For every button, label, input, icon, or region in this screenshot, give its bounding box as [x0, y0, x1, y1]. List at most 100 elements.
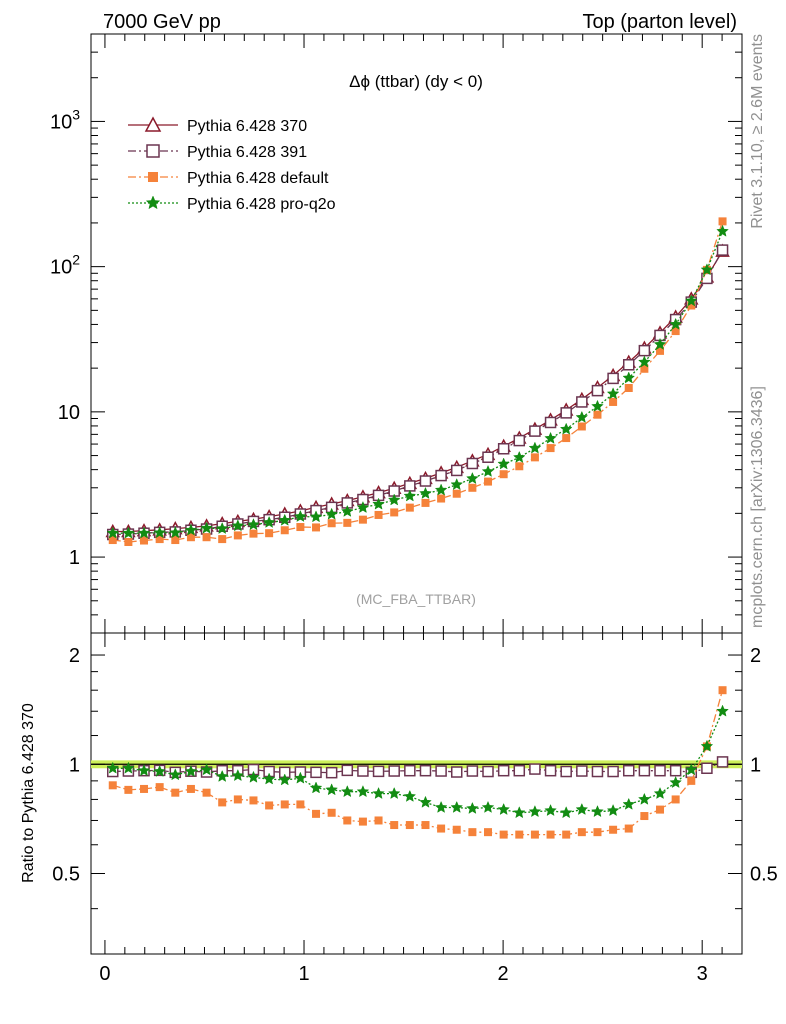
- data-point: [653, 786, 667, 800]
- data-point: [153, 764, 166, 777]
- data-point: [499, 830, 508, 839]
- data-point: [656, 805, 665, 814]
- data-point: [155, 535, 164, 544]
- data-point: [325, 783, 338, 796]
- data-point: [357, 765, 369, 777]
- data-point: [716, 224, 729, 237]
- data-point: [530, 830, 539, 839]
- data-point: [124, 785, 133, 794]
- data-point: [388, 765, 400, 777]
- data-point: [622, 797, 636, 810]
- data-point: [312, 809, 321, 818]
- data-point: [218, 798, 227, 807]
- ratio-reference-band: [91, 760, 742, 769]
- mcplots-label: mcplots.cern.ch [arXiv:1306.3436]: [749, 386, 766, 628]
- data-point: [262, 772, 276, 785]
- data-point: [171, 536, 180, 545]
- data-point: [200, 521, 213, 534]
- ratio-axis-label: Ratio to Pythia 6.428 370: [20, 703, 37, 883]
- data-point: [466, 457, 479, 470]
- data-point: [624, 824, 633, 833]
- data-point: [186, 784, 195, 793]
- series-line: [112, 249, 724, 536]
- data-point: [638, 355, 651, 368]
- data-point: [638, 792, 651, 805]
- data-point: [421, 821, 430, 830]
- data-point: [562, 830, 571, 839]
- data-point: [576, 396, 588, 408]
- series-line: [112, 250, 724, 533]
- data-point: [497, 443, 510, 455]
- data-point: [434, 483, 448, 496]
- data-point: [434, 800, 448, 813]
- data-point: [122, 526, 135, 539]
- data-point: [562, 434, 571, 443]
- data-point: [575, 802, 589, 815]
- y-tick-label: 2: [69, 645, 80, 667]
- data-point: [202, 533, 211, 542]
- data-point: [404, 764, 416, 777]
- data-point: [591, 805, 604, 818]
- legend-label: Pythia 6.428 default: [187, 170, 329, 187]
- data-point: [559, 422, 573, 435]
- x-tick-label: 2: [498, 963, 509, 985]
- data-point: [609, 825, 618, 834]
- data-point: [145, 195, 161, 210]
- data-point: [249, 529, 258, 538]
- data-point: [325, 766, 338, 779]
- data-point: [419, 764, 432, 777]
- data-point: [108, 536, 117, 545]
- data-point: [390, 821, 399, 830]
- ratio-series-line: [112, 690, 724, 836]
- data-point: [513, 764, 526, 777]
- data-point: [437, 824, 446, 833]
- data-point: [404, 480, 416, 492]
- data-point: [278, 773, 292, 786]
- x-tick-label: 3: [697, 963, 708, 985]
- data-point: [481, 800, 495, 813]
- data-point: [294, 771, 307, 784]
- data-point: [624, 383, 633, 392]
- data-point: [544, 431, 557, 444]
- data-point: [168, 526, 182, 539]
- y-tick-label: 1: [750, 754, 761, 776]
- y-tick-label: 0.5: [52, 863, 80, 885]
- data-point: [218, 535, 227, 544]
- data-point: [528, 441, 542, 454]
- y-tick-label: 0.5: [750, 863, 778, 885]
- data-point: [421, 498, 430, 507]
- data-point: [577, 422, 586, 431]
- data-point: [358, 817, 367, 826]
- legend-label: Pythia 6.428 370: [187, 118, 307, 135]
- data-point: [656, 346, 665, 355]
- data-point: [146, 144, 160, 158]
- data-point: [309, 510, 323, 523]
- data-point: [215, 521, 229, 535]
- data-point: [405, 821, 414, 830]
- data-point: [265, 801, 274, 810]
- data-point: [499, 470, 508, 479]
- data-point: [482, 451, 494, 463]
- data-point: [669, 775, 682, 789]
- data-point: [716, 704, 729, 717]
- data-point: [513, 434, 526, 447]
- plot-title: Δϕ (ttbar) (dy < 0): [349, 72, 483, 91]
- data-point: [607, 765, 619, 778]
- data-point: [575, 410, 589, 423]
- data-point: [327, 808, 336, 817]
- data-point: [450, 464, 463, 477]
- analysis-watermark: (MC_FBA_TTBAR): [356, 591, 476, 607]
- data-point: [405, 503, 414, 512]
- data-point: [153, 526, 166, 539]
- data-point: [231, 519, 245, 532]
- data-point: [294, 509, 307, 522]
- data-point: [450, 478, 464, 491]
- data-point: [148, 172, 158, 182]
- data-point: [622, 359, 635, 371]
- x-tick-label: 1: [298, 963, 309, 985]
- data-point: [622, 764, 635, 777]
- data-point: [669, 764, 682, 777]
- data-point: [450, 800, 464, 813]
- data-point: [484, 828, 493, 837]
- rivet-label: Rivet 3.1.10, ≥ 2.6M events: [749, 34, 766, 229]
